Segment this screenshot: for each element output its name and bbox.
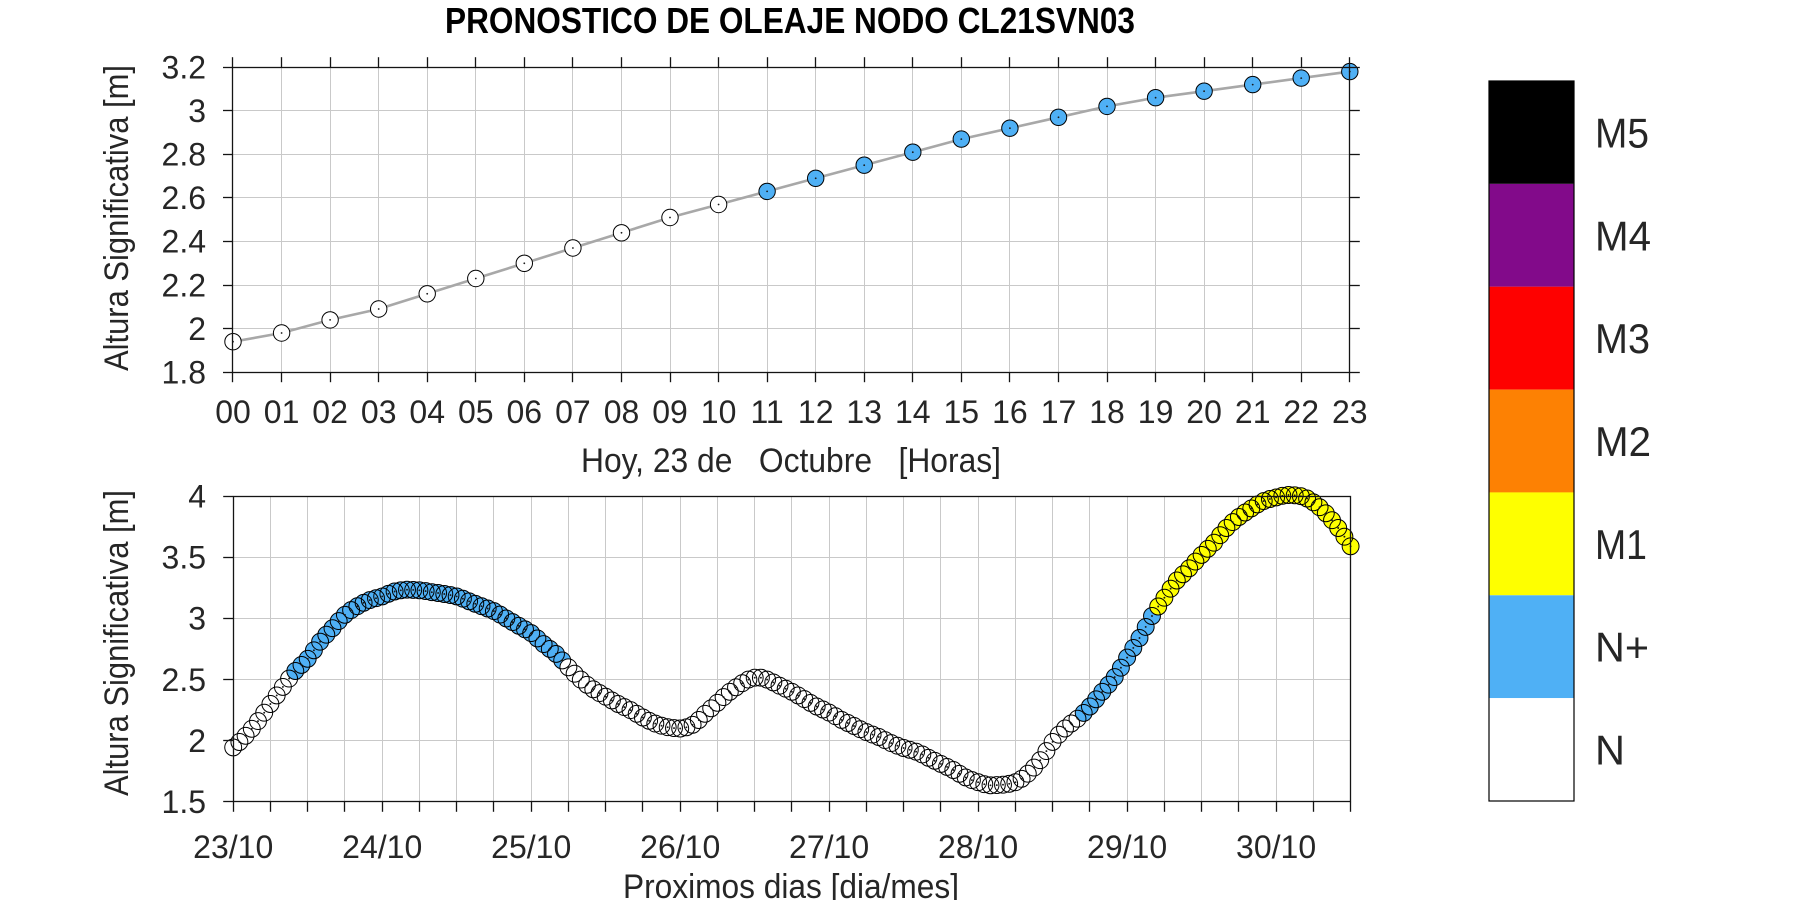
svg-text:11: 11	[750, 394, 783, 430]
svg-text:Altura Significativa [m]: Altura Significativa [m]	[98, 65, 136, 371]
svg-text:28/10: 28/10	[938, 829, 1018, 865]
svg-text:25/10: 25/10	[491, 829, 571, 865]
svg-text:07: 07	[555, 394, 591, 430]
svg-text:2: 2	[188, 723, 206, 759]
svg-text:08: 08	[604, 394, 640, 430]
svg-text:N: N	[1595, 727, 1625, 774]
svg-text:02: 02	[312, 394, 348, 430]
svg-text:PRONOSTICO DE OLEAJE NODO CL21: PRONOSTICO DE OLEAJE NODO CL21SVN03	[445, 0, 1135, 41]
svg-text:M2: M2	[1595, 418, 1651, 465]
svg-text:03: 03	[361, 394, 397, 430]
svg-text:16: 16	[992, 394, 1028, 430]
svg-text:13: 13	[846, 394, 882, 430]
svg-text:26/10: 26/10	[640, 829, 720, 865]
svg-text:18: 18	[1089, 394, 1125, 430]
svg-text:19: 19	[1138, 394, 1174, 430]
svg-text:24/10: 24/10	[342, 829, 422, 865]
svg-text:2.5: 2.5	[162, 662, 206, 698]
svg-text:1.5: 1.5	[162, 784, 206, 820]
svg-text:Hoy, 23 de Octubre [Horas]: Hoy, 23 de Octubre [Horas]	[581, 442, 1001, 480]
svg-text:M1: M1	[1595, 521, 1647, 568]
svg-text:2: 2	[188, 311, 206, 347]
svg-text:3: 3	[188, 93, 206, 129]
svg-text:2.8: 2.8	[162, 137, 206, 173]
svg-text:Proximos dias [dia/mes]: Proximos dias [dia/mes]	[623, 868, 959, 900]
svg-text:23: 23	[1332, 394, 1368, 430]
svg-text:15: 15	[944, 394, 980, 430]
svg-text:2.6: 2.6	[162, 180, 206, 216]
svg-text:1.8: 1.8	[162, 354, 206, 390]
svg-text:04: 04	[409, 394, 445, 430]
svg-text:2.2: 2.2	[162, 267, 206, 303]
svg-text:4: 4	[188, 478, 206, 514]
svg-text:06: 06	[507, 394, 543, 430]
svg-text:3.5: 3.5	[162, 540, 206, 576]
svg-text:Altura Significativa [m]: Altura Significativa [m]	[98, 490, 136, 796]
svg-text:2.4: 2.4	[162, 224, 206, 260]
svg-text:M5: M5	[1595, 109, 1649, 156]
svg-text:27/10: 27/10	[789, 829, 869, 865]
svg-text:00: 00	[215, 394, 251, 430]
svg-text:17: 17	[1041, 394, 1077, 430]
svg-text:21: 21	[1235, 394, 1271, 430]
svg-text:01: 01	[264, 394, 300, 430]
svg-text:3: 3	[188, 601, 206, 637]
svg-text:M3: M3	[1595, 315, 1650, 362]
svg-text:12: 12	[798, 394, 834, 430]
svg-text:29/10: 29/10	[1087, 829, 1167, 865]
svg-text:22: 22	[1283, 394, 1319, 430]
svg-text:09: 09	[652, 394, 688, 430]
svg-text:M4: M4	[1595, 212, 1651, 259]
svg-text:23/10: 23/10	[193, 829, 273, 865]
svg-text:10: 10	[701, 394, 737, 430]
svg-text:20: 20	[1186, 394, 1222, 430]
svg-text:3.2: 3.2	[162, 49, 206, 85]
svg-text:N+: N+	[1595, 624, 1649, 671]
svg-text:30/10: 30/10	[1236, 829, 1316, 865]
svg-text:05: 05	[458, 394, 494, 430]
svg-text:14: 14	[895, 394, 931, 430]
